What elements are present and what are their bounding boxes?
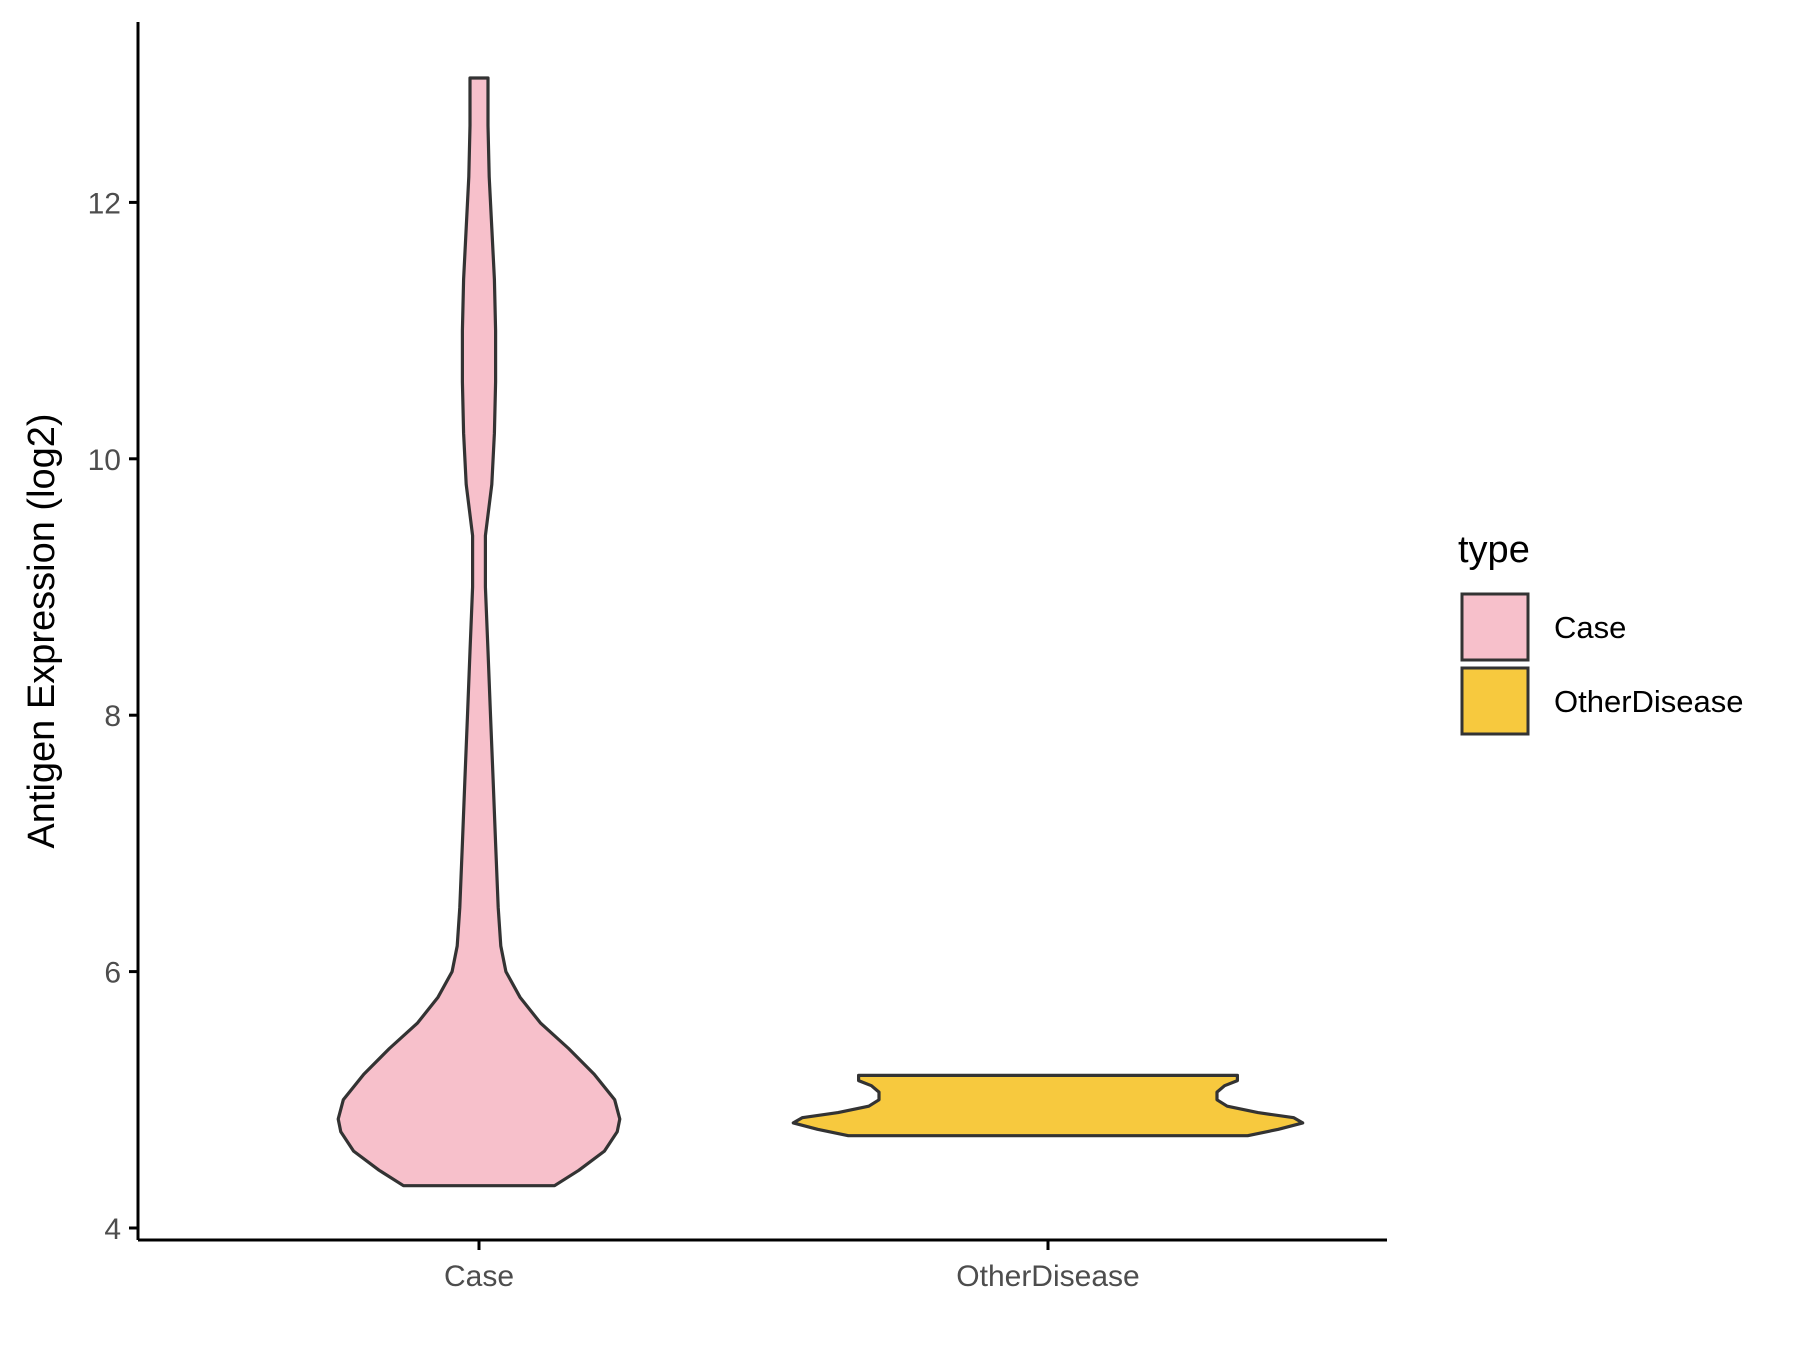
legend: type Case OtherDisease [1458,529,1744,736]
x-ticks: Case OtherDisease [444,1240,1140,1293]
legend-swatch-otherdisease [1460,666,1530,736]
y-ticks: 4 6 8 10 12 [88,187,138,1246]
legend-label-otherdisease: OtherDisease [1554,684,1744,719]
legend-title: type [1458,529,1530,571]
y-tick-label: 8 [104,700,121,733]
y-tick-label: 4 [104,1213,121,1246]
x-tick-label: Case [444,1260,514,1293]
legend-swatch-case [1460,592,1530,662]
violin-otherdisease [791,1073,1305,1138]
axes [136,22,1387,1242]
legend-label-case: Case [1554,610,1626,645]
violin-case [336,76,622,1188]
x-tick-label: OtherDisease [956,1260,1139,1293]
y-tick-label: 10 [88,444,121,477]
y-tick-label: 6 [104,957,121,990]
violin-layer [336,76,1305,1188]
y-tick-label: 12 [88,187,121,220]
y-axis-title: Antigen Expression (log2) [21,413,63,848]
